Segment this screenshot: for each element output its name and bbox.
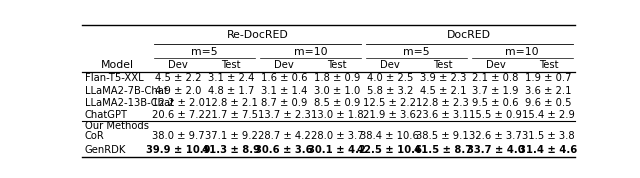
Text: 38.0 ± 9.7: 38.0 ± 9.7 (152, 131, 205, 141)
Text: 30.1 ± 4.2: 30.1 ± 4.2 (308, 145, 366, 155)
Text: 3.9 ± 2.3: 3.9 ± 2.3 (420, 73, 466, 83)
Text: m=5: m=5 (403, 46, 429, 56)
Text: LLaMA2-13B-Chat: LLaMA2-13B-Chat (85, 98, 174, 108)
Text: 21.7 ± 7.5: 21.7 ± 7.5 (205, 110, 258, 120)
Text: Dev: Dev (275, 60, 294, 70)
Text: 21.9 ± 3.6: 21.9 ± 3.6 (364, 110, 417, 120)
Text: Test: Test (327, 60, 347, 70)
Text: 15.5 ± 0.9: 15.5 ± 0.9 (469, 110, 522, 120)
Text: 31.4 ± 4.6: 31.4 ± 4.6 (520, 145, 578, 155)
Text: 13.7 ± 2.3: 13.7 ± 2.3 (258, 110, 310, 120)
Text: 31.5 ± 3.8: 31.5 ± 3.8 (522, 131, 575, 141)
Text: 39.9 ± 10.9: 39.9 ± 10.9 (146, 145, 211, 155)
Text: 4.0 ± 2.5: 4.0 ± 2.5 (367, 73, 413, 83)
Text: 3.6 ± 2.1: 3.6 ± 2.1 (525, 86, 572, 96)
Text: 28.0 ± 3.7: 28.0 ± 3.7 (310, 131, 364, 141)
Text: Dev: Dev (380, 60, 400, 70)
Text: 8.7 ± 0.9: 8.7 ± 0.9 (261, 98, 307, 108)
Text: m=10: m=10 (506, 46, 539, 56)
Text: Test: Test (433, 60, 452, 70)
Text: 28.7 ± 4.2: 28.7 ± 4.2 (258, 131, 310, 141)
Text: 4.8 ± 1.7: 4.8 ± 1.7 (208, 86, 255, 96)
Text: ChatGPT: ChatGPT (85, 110, 128, 120)
Text: 4.9 ± 2.0: 4.9 ± 2.0 (155, 86, 202, 96)
Text: Re-DocRED: Re-DocRED (227, 30, 289, 40)
Text: m=5: m=5 (191, 46, 218, 56)
Text: 41.3 ± 8.9: 41.3 ± 8.9 (202, 145, 260, 155)
Text: 12.5 ± 2.2: 12.5 ± 2.2 (364, 98, 417, 108)
Text: 42.5 ± 10.6: 42.5 ± 10.6 (357, 145, 422, 155)
Text: 38.5 ± 9.1: 38.5 ± 9.1 (417, 131, 469, 141)
Text: 1.9 ± 0.7: 1.9 ± 0.7 (525, 73, 572, 83)
Text: DocRED: DocRED (447, 30, 492, 40)
Text: 20.6 ± 7.2: 20.6 ± 7.2 (152, 110, 205, 120)
Text: Dev: Dev (486, 60, 506, 70)
Text: 13.0 ± 1.8: 13.0 ± 1.8 (310, 110, 364, 120)
Text: 15.4 ± 2.9: 15.4 ± 2.9 (522, 110, 575, 120)
Text: 23.6 ± 3.1: 23.6 ± 3.1 (417, 110, 469, 120)
Text: GenRDK: GenRDK (85, 145, 126, 155)
Text: 30.6 ± 3.6: 30.6 ± 3.6 (255, 145, 313, 155)
Text: 3.1 ± 2.4: 3.1 ± 2.4 (208, 73, 255, 83)
Text: 2.1 ± 0.8: 2.1 ± 0.8 (472, 73, 519, 83)
Text: 3.0 ± 1.0: 3.0 ± 1.0 (314, 86, 360, 96)
Text: 5.8 ± 3.2: 5.8 ± 3.2 (367, 86, 413, 96)
Text: 8.5 ± 0.9: 8.5 ± 0.9 (314, 98, 360, 108)
Text: 38.4 ± 10.6: 38.4 ± 10.6 (360, 131, 419, 141)
Text: Test: Test (539, 60, 558, 70)
Text: CoR: CoR (85, 131, 105, 141)
Text: 9.5 ± 0.6: 9.5 ± 0.6 (472, 98, 519, 108)
Text: Dev: Dev (168, 60, 188, 70)
Text: 12.2 ± 2.0: 12.2 ± 2.0 (152, 98, 205, 108)
Text: 33.7 ± 4.0: 33.7 ± 4.0 (467, 145, 525, 155)
Text: 37.1 ± 9.2: 37.1 ± 9.2 (205, 131, 258, 141)
Text: 3.7 ± 1.9: 3.7 ± 1.9 (472, 86, 519, 96)
Text: 9.6 ± 0.5: 9.6 ± 0.5 (525, 98, 572, 108)
Text: 4.5 ± 2.1: 4.5 ± 2.1 (420, 86, 466, 96)
Text: 1.8 ± 0.9: 1.8 ± 0.9 (314, 73, 360, 83)
Text: 3.1 ± 1.4: 3.1 ± 1.4 (261, 86, 307, 96)
Text: Test: Test (221, 60, 241, 70)
Text: 32.6 ± 3.7: 32.6 ± 3.7 (469, 131, 522, 141)
Text: Flan-T5-XXL: Flan-T5-XXL (85, 73, 143, 83)
Text: LLaMA2-7B-Chat: LLaMA2-7B-Chat (85, 86, 168, 96)
Text: Model: Model (100, 60, 134, 70)
Text: 41.5 ± 8.7: 41.5 ± 8.7 (413, 145, 472, 155)
Text: 4.5 ± 2.2: 4.5 ± 2.2 (155, 73, 202, 83)
Text: 12.8 ± 2.3: 12.8 ± 2.3 (417, 98, 469, 108)
Text: 1.6 ± 0.6: 1.6 ± 0.6 (261, 73, 307, 83)
Text: m=10: m=10 (294, 46, 328, 56)
Text: Our Methods: Our Methods (85, 121, 149, 130)
Text: 12.8 ± 2.1: 12.8 ± 2.1 (205, 98, 258, 108)
